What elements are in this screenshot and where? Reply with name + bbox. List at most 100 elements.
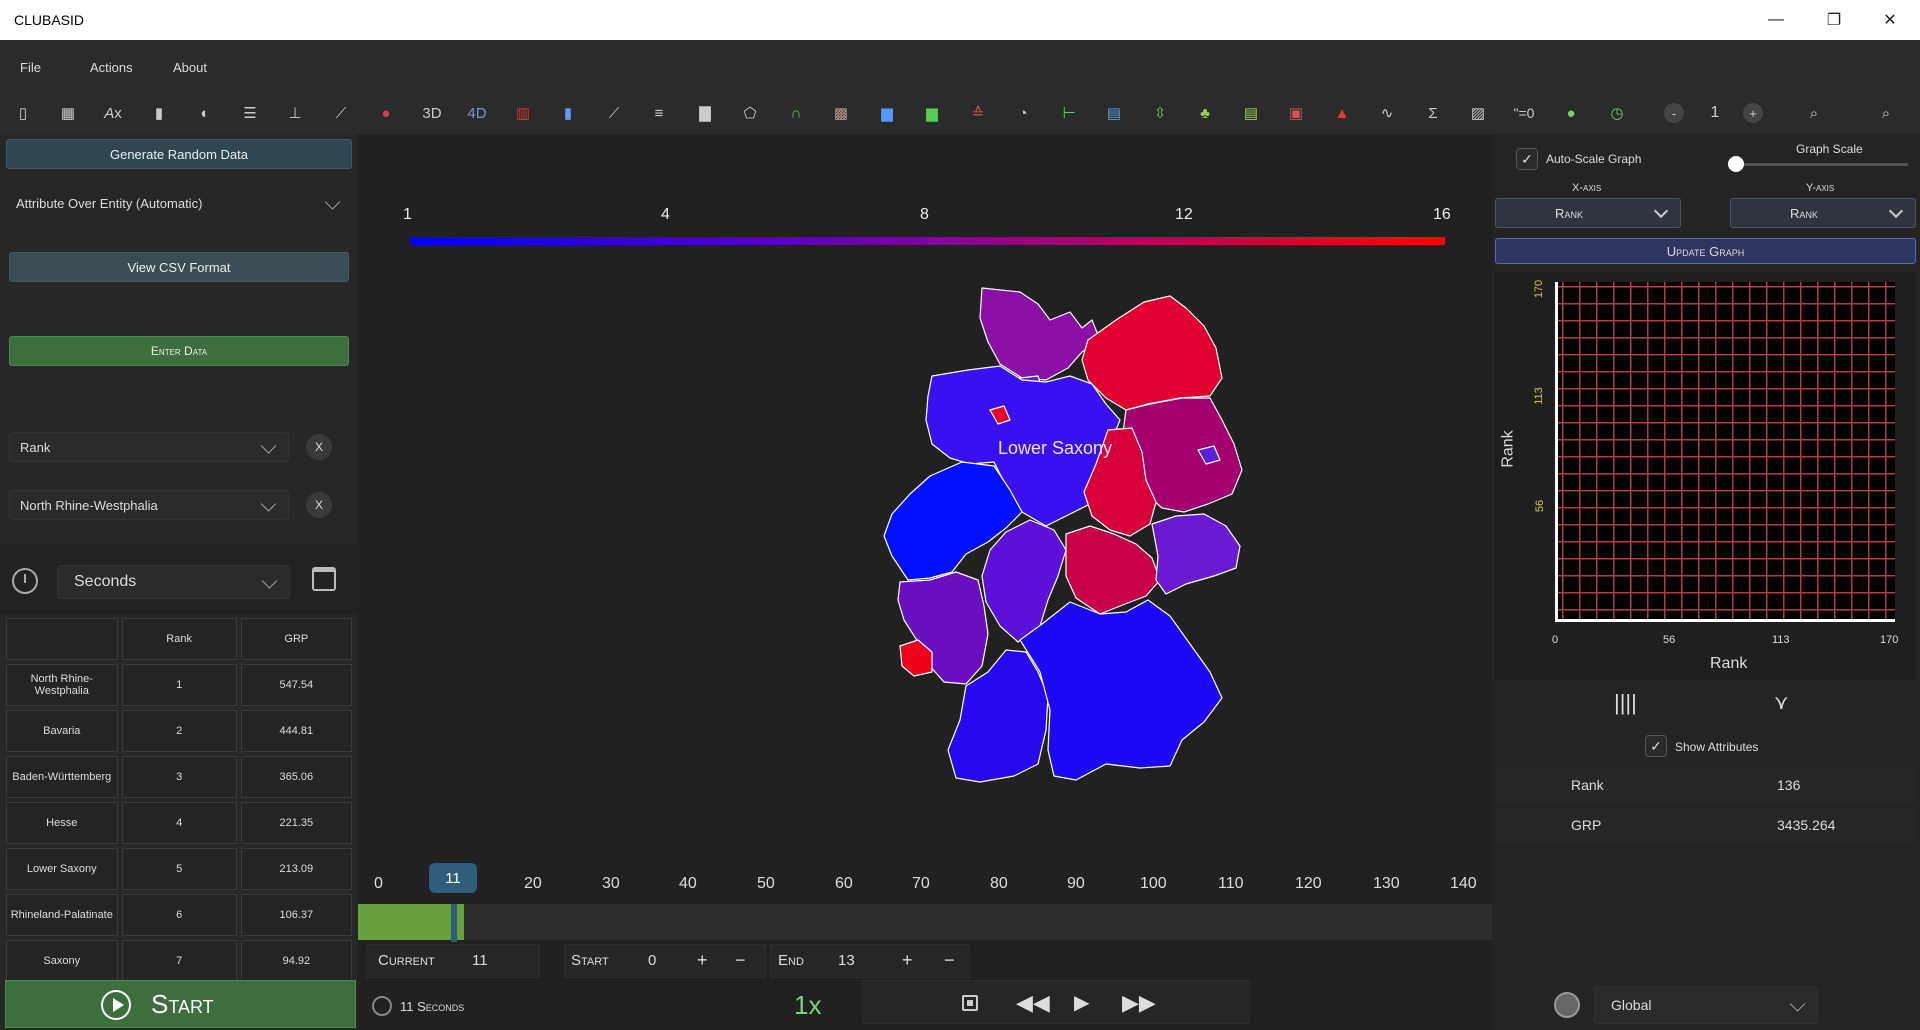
image-icon[interactable]: ▨ — [1470, 105, 1486, 122]
blue-bars-icon[interactable]: ▆ — [881, 105, 893, 122]
sum-icon[interactable]: Σ — [1428, 104, 1438, 122]
table-row[interactable]: Saxony 7 94.92 — [6, 940, 352, 982]
start-decrement-button[interactable]: − — [735, 950, 746, 970]
start-increment-button[interactable]: + — [697, 950, 708, 970]
stacked-bar-icon[interactable]: ▥ — [515, 105, 531, 122]
end-decrement-button[interactable]: − — [944, 950, 955, 970]
column-chart-icon[interactable]: ▮ — [563, 105, 573, 122]
current-value[interactable]: 11 — [472, 952, 488, 969]
region-berlin[interactable] — [1197, 445, 1221, 465]
graph-scale-slider-track[interactable] — [1736, 163, 1908, 166]
4d-icon[interactable]: 4D — [467, 104, 487, 122]
magnify-minus-icon[interactable]: ⌕ — [1881, 104, 1891, 122]
time-unit-select[interactable]: Seconds — [57, 565, 290, 599]
start-value[interactable]: 0 — [648, 952, 657, 969]
arc-icon[interactable]: ∩ — [790, 104, 802, 122]
pentagon-icon[interactable]: ⬠ — [743, 105, 757, 122]
region-bremen[interactable] — [989, 405, 1011, 425]
color-icon[interactable]: ● — [1566, 104, 1576, 122]
sort-icon[interactable]: ⇳ — [1153, 105, 1167, 122]
end-increment-button[interactable]: + — [902, 950, 913, 970]
menu-file[interactable]: File — [20, 60, 41, 75]
show-attributes-checkbox[interactable]: ✓ — [1645, 735, 1667, 757]
trend-icon[interactable]: ⟋ — [608, 104, 620, 122]
scope-select[interactable]: Global — [1594, 986, 1818, 1024]
clock-icon[interactable]: ◷ — [1610, 105, 1624, 122]
wave-icon[interactable]: ∿ — [1380, 105, 1394, 122]
green-bars-icon[interactable]: ▆ — [926, 105, 938, 122]
update-graph-button[interactable]: Update Graph — [1495, 238, 1916, 264]
range-icon[interactable]: ⊢ — [1062, 105, 1076, 122]
y-axis-select[interactable]: Rank — [1730, 198, 1916, 228]
generate-random-data-button[interactable]: Generate Random Data — [6, 139, 352, 169]
zoom-out-button[interactable]: - — [1664, 103, 1684, 123]
texture-icon[interactable]: ▩ — [833, 105, 849, 122]
3d-icon[interactable]: 3D — [422, 104, 442, 122]
graph-scale-slider-thumb[interactable] — [1728, 156, 1744, 172]
enter-data-button[interactable]: Enter Data — [9, 336, 349, 366]
view-csv-button[interactable]: View CSV Format — [9, 252, 349, 282]
menu-about[interactable]: About — [173, 60, 207, 75]
remove-attribute-button[interactable]: X — [306, 434, 332, 460]
bar-view-icon[interactable]: |||| — [1614, 690, 1637, 715]
restore-button[interactable]: ❐ — [1826, 12, 1842, 29]
remove-entity-button[interactable]: X — [306, 492, 332, 518]
region-rhineland-palatinate[interactable] — [897, 571, 989, 685]
zoom-in-button[interactable]: + — [1743, 103, 1763, 123]
region-north-rhine-westphalia[interactable] — [883, 461, 1023, 581]
minimize-button[interactable]: — — [1768, 11, 1784, 28]
region-saxony-anhalt[interactable] — [1083, 427, 1157, 537]
axis-chart-icon[interactable]: ⊥ — [288, 105, 302, 122]
play-icon[interactable]: ▶ — [1074, 992, 1090, 1014]
magnify-plus-icon[interactable]: ⌕ — [1809, 104, 1819, 122]
end-value[interactable]: 13 — [838, 952, 855, 969]
new-file-icon[interactable]: ▯ — [18, 105, 28, 122]
table-row[interactable]: Baden-Württemberg 3 365.06 — [6, 756, 352, 798]
region-bavaria[interactable] — [1019, 599, 1223, 781]
entity-select[interactable]: North Rhine-Westphalia — [9, 490, 289, 520]
x-axis-select[interactable]: Rank — [1495, 198, 1681, 228]
table-header[interactable]: GRP — [240, 618, 352, 660]
menu-actions[interactable]: Actions — [90, 60, 133, 75]
region-thuringia[interactable] — [1065, 525, 1161, 615]
table-row[interactable]: Rhineland-Palatinate 6 106.37 — [6, 894, 352, 936]
table-icon[interactable]: ▦ — [60, 105, 76, 122]
radial-icon[interactable]: ◔ — [1018, 104, 1028, 122]
table-row[interactable]: Lower Saxony 5 213.09 — [6, 848, 352, 890]
rewind-icon[interactable]: ◀◀ — [1016, 990, 1050, 1015]
pyramid-icon[interactable]: ≙ — [971, 105, 985, 122]
region-mecklenburg-vorpommern[interactable] — [1081, 295, 1223, 411]
histogram-icon[interactable]: ▇ — [699, 105, 711, 122]
pie-chart-icon[interactable]: ◐ — [200, 104, 210, 122]
start-button[interactable]: Start — [5, 980, 356, 1028]
layers-icon[interactable]: ▤ — [1243, 105, 1259, 122]
table-row[interactable]: Bavaria 2 444.81 — [6, 710, 352, 752]
stop-icon[interactable] — [962, 995, 978, 1011]
horizontal-bar-icon[interactable]: ☰ — [243, 105, 257, 122]
calendar-icon[interactable] — [312, 567, 336, 591]
line-chart-icon[interactable]: ⟋ — [335, 104, 347, 122]
speed-label[interactable]: 1x — [794, 990, 822, 1020]
image-chart-icon[interactable]: ▣ — [1288, 105, 1304, 122]
timeline-handle[interactable] — [451, 904, 457, 942]
mode-select[interactable]: Attribute Over Entity (Automatic) — [6, 186, 352, 220]
table-header[interactable]: Rank — [121, 618, 237, 660]
pdf-icon[interactable]: ▲ — [1334, 104, 1350, 122]
timeline-track[interactable] — [358, 904, 1492, 940]
table-row[interactable]: North Rhine-Westphalia 1 547.54 — [6, 664, 352, 706]
auto-scale-checkbox[interactable]: ✓ — [1516, 148, 1538, 170]
bar-chart-icon[interactable]: ▮ — [154, 105, 164, 122]
region-saarland[interactable] — [899, 639, 933, 677]
fast-forward-icon[interactable]: ▶▶ — [1122, 990, 1156, 1015]
region-baden-wuerttemberg[interactable] — [947, 649, 1049, 783]
attribute-select[interactable]: Rank — [9, 432, 289, 462]
heatmap-icon[interactable]: ▤ — [1106, 105, 1122, 122]
world-map-icon[interactable]: ♣ — [1200, 104, 1210, 122]
region-saxony[interactable] — [1151, 513, 1241, 595]
table-row[interactable]: Hesse 4 221.35 — [6, 802, 352, 844]
line-view-icon[interactable]: ⋎ — [1774, 692, 1789, 714]
close-button[interactable]: ✕ — [1883, 12, 1897, 29]
scatter-icon[interactable]: ● — [381, 104, 391, 122]
equation-icon[interactable]: "=0 — [1513, 105, 1535, 121]
